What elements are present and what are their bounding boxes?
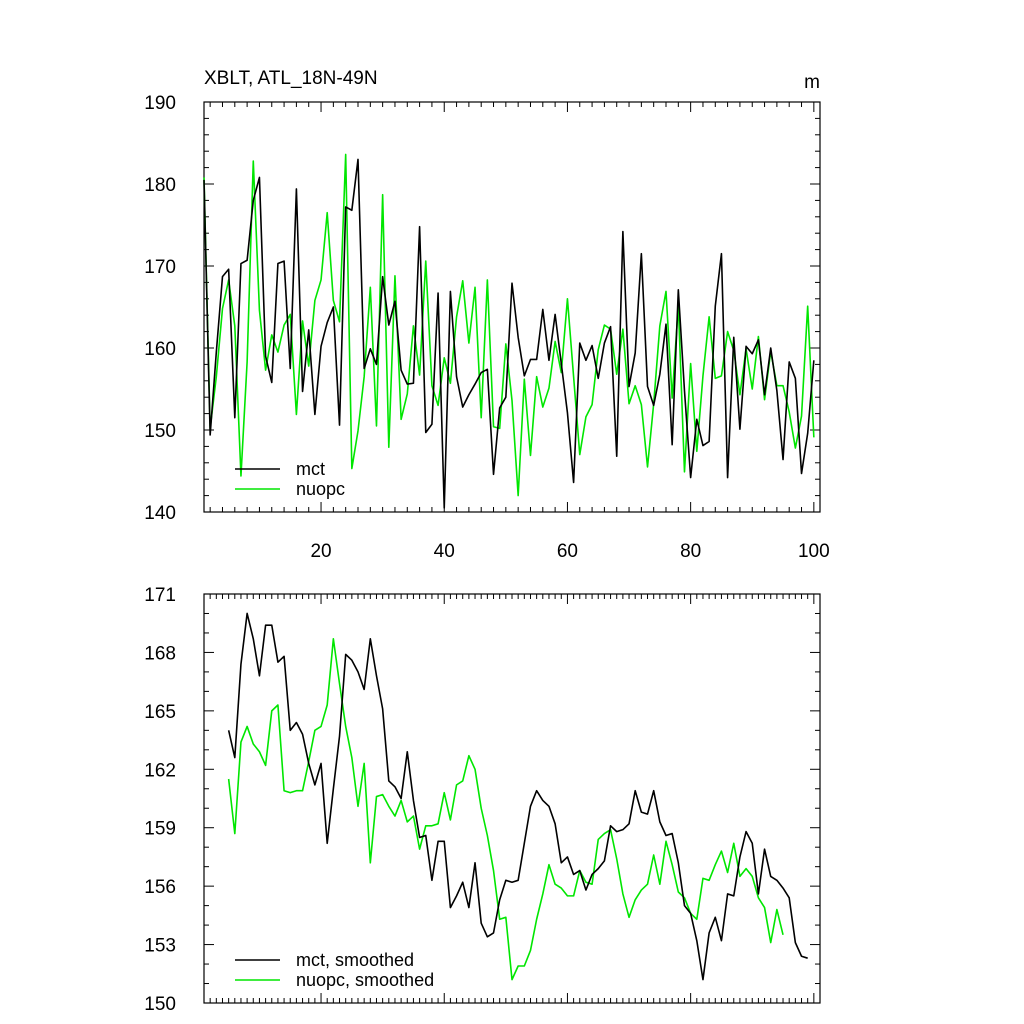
y-tick-label: 180	[144, 175, 176, 196]
legend-label: mct	[296, 459, 325, 479]
x-tick-label: 20	[310, 541, 331, 562]
y-tick-label: 150	[144, 994, 176, 1015]
x-tick-label: 40	[434, 541, 455, 562]
y-tick-label: 156	[144, 877, 176, 898]
bottom-panel: 150 153 156 159 162 165 168 171 mct, smoothednuo…	[144, 585, 821, 1015]
x-tick-label: 60	[557, 541, 578, 562]
y-tick-label: 171	[144, 585, 176, 606]
y-tick-label: 140	[144, 503, 176, 524]
y-tick-label: 165	[144, 702, 176, 723]
x-tick-label: 80	[680, 541, 701, 562]
series-line-mct-smoothed	[227, 612, 808, 981]
y-tick-label: 159	[144, 819, 176, 840]
y-tick-label: 162	[144, 760, 176, 781]
series-line-mct	[203, 158, 815, 509]
legend-label: nuopc	[296, 479, 345, 499]
y-tick-label: 168	[144, 643, 176, 664]
legend-label: nuopc, smoothed	[296, 970, 434, 990]
plot-frame	[203, 593, 821, 1004]
series-line-nuopc	[203, 153, 815, 497]
y-tick-label: 153	[144, 936, 176, 957]
y-tick-label: 190	[144, 93, 176, 114]
series-line-nuopc-smoothed	[227, 637, 784, 981]
chart-title: XBLT, ATL_18N-49N	[204, 68, 378, 89]
legend-label: mct, smoothed	[296, 950, 414, 970]
units-label: m	[804, 72, 820, 93]
y-tick-label: 150	[144, 421, 176, 442]
y-tick-label: 170	[144, 257, 176, 278]
plot-frame	[203, 101, 821, 513]
x-tick-label: 100	[798, 541, 830, 562]
y-tick-label: 160	[144, 339, 176, 360]
